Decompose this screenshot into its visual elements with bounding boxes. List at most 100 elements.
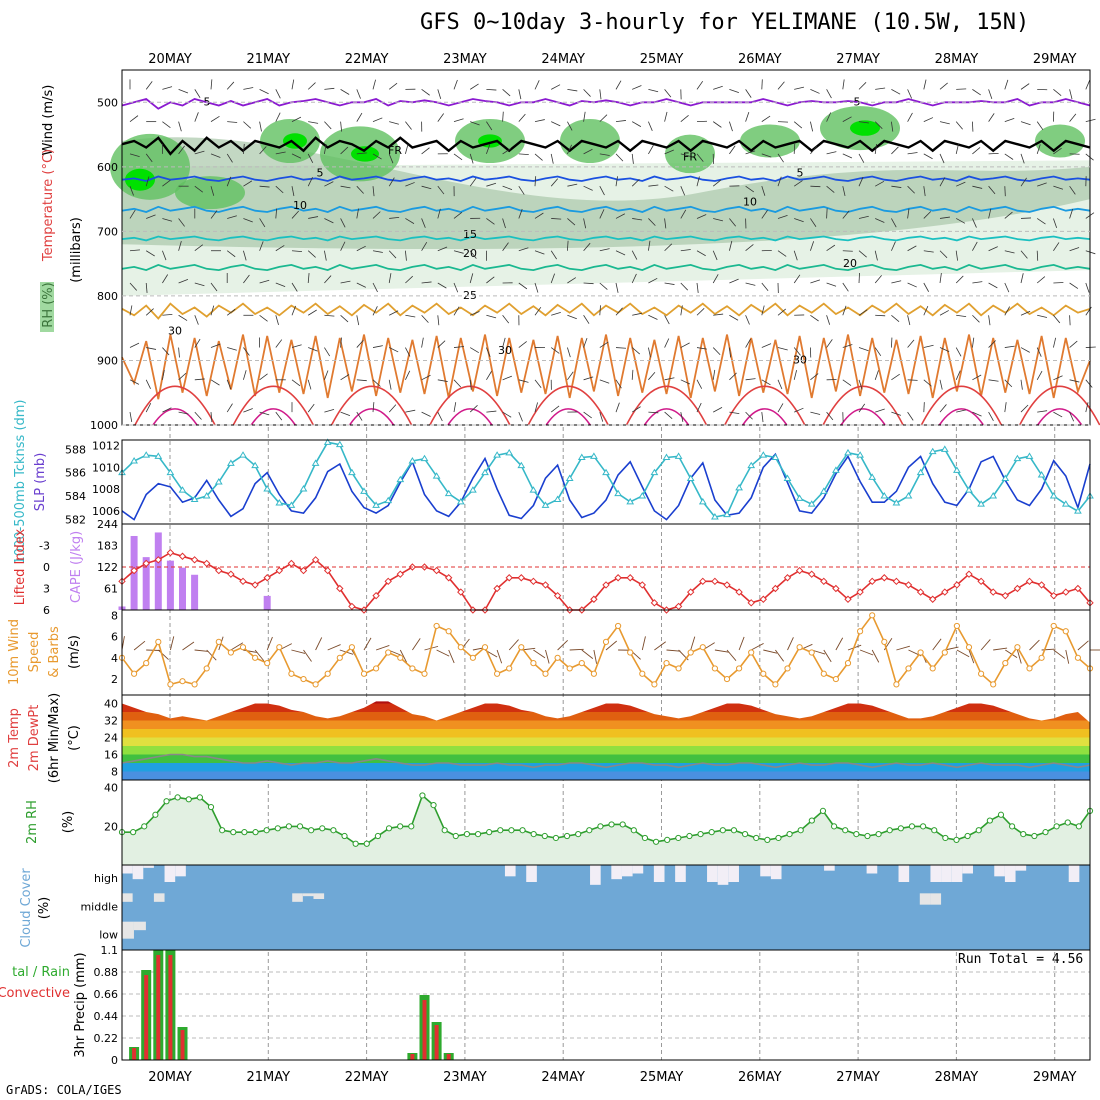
wind10m-line-marker [784, 665, 791, 672]
wind-barb [324, 181, 334, 187]
isotherm-arc-40 [742, 408, 788, 426]
wind-barb [210, 305, 215, 316]
wind-barb [502, 242, 509, 251]
wind-barb [470, 121, 480, 126]
rh2m-line-marker [274, 825, 281, 832]
wind10m-line-marker [518, 644, 525, 651]
lifted-index-line-marker [832, 584, 840, 593]
wind-barb [534, 212, 544, 219]
slp-tick: 1012 [92, 439, 120, 452]
wind-barb [583, 89, 591, 97]
wind-barb [696, 214, 707, 219]
isotherm-arc-35 [920, 385, 1003, 426]
rh2m-line-marker [830, 823, 838, 830]
wind-barb [324, 408, 335, 413]
wind-barb [1085, 379, 1093, 388]
precip-frame [121, 949, 1091, 1061]
wind10m-barb [448, 649, 455, 664]
thickness-line-marker [529, 486, 538, 493]
wind-barb [972, 218, 977, 228]
temp-axis-label: 2m Temp [7, 708, 22, 768]
wind-barb [745, 89, 752, 98]
wind-barb [988, 379, 999, 382]
wind-barb [858, 347, 869, 352]
thickness-line-marker [130, 457, 138, 464]
wind-barb [226, 308, 236, 316]
wind10m-line-marker [203, 665, 210, 672]
lifted-index-line-marker [856, 588, 864, 596]
wind-barb [421, 374, 431, 381]
rh-shade-bright [283, 133, 307, 149]
wind10m-line-marker [869, 612, 876, 619]
thickness-line-marker [287, 501, 296, 508]
wind-barb [307, 309, 317, 316]
wind10m-line-marker [736, 665, 743, 672]
pressure-tick: 900 [97, 354, 118, 367]
isotherm-label: -5 [200, 96, 211, 109]
rh2m-line-marker [775, 834, 782, 842]
profile-units-label: (millibars) [69, 217, 84, 283]
wind10m-line-marker [312, 681, 319, 688]
rh2m-line-marker [753, 834, 760, 842]
rh2m-line-marker [997, 811, 1005, 818]
thickness-line-marker [602, 468, 610, 476]
wind-barb [648, 347, 651, 358]
precip-tick: 0.66 [94, 988, 119, 1001]
wind-barb [421, 185, 432, 190]
wind-barb [534, 379, 542, 388]
lifted-index-line-marker [916, 588, 925, 596]
thickness-line-marker [577, 453, 586, 460]
wind-barb [388, 82, 398, 90]
thickness-tick: 586 [65, 467, 86, 480]
wind10m-line-marker [808, 649, 815, 656]
rh2m-line-marker [330, 827, 337, 834]
rh2m-line-marker [374, 832, 382, 840]
wind-barb [356, 245, 366, 252]
wind-barb [291, 79, 295, 90]
wind-barb [988, 282, 998, 289]
wind-barb [923, 250, 934, 253]
wind10m-line-marker [990, 681, 997, 688]
wind-barb [469, 379, 472, 390]
thickness-line-marker [844, 448, 852, 456]
date-label-bottom: 22MAY [345, 1070, 389, 1085]
cloud-gap-high [930, 865, 942, 882]
wind10m-line-marker [578, 660, 585, 667]
wind-barb [259, 121, 262, 132]
wind-barb [550, 405, 560, 413]
wind10m-line-marker [748, 649, 755, 656]
wind-barb [243, 370, 247, 380]
slp-line [121, 452, 1091, 521]
wind-barb [583, 282, 594, 285]
cloud-gap-middle [919, 893, 931, 905]
wind-barb [324, 347, 331, 357]
cloud-row-label: high [94, 872, 118, 885]
wind-barb [712, 121, 722, 128]
wind-barb [777, 81, 785, 90]
wind-barb [680, 342, 690, 348]
date-label-top: 25MAY [640, 52, 684, 67]
thickness-line-marker [372, 501, 380, 508]
wind-barb [955, 370, 961, 380]
wind-barb [129, 153, 140, 158]
temp-band [122, 771, 1090, 780]
wind-barb [340, 241, 346, 251]
rh2m-line-marker [319, 825, 326, 832]
temp-band [122, 701, 1090, 704]
wind-barb [745, 244, 754, 252]
wind-barb [1069, 411, 1075, 422]
wind-barb [875, 314, 886, 317]
wind-barb [437, 315, 440, 326]
lifted-index-line-marker [529, 577, 538, 586]
wind10m-barb [254, 649, 265, 662]
wind10m-barb [763, 649, 778, 654]
wind-barb [1020, 379, 1023, 390]
thickness-line-marker [590, 452, 598, 459]
precip-convective-bar [434, 1025, 439, 1060]
wind10m-line-marker [409, 665, 416, 672]
wind-barb [939, 177, 946, 187]
isotherm-label: 30 [498, 344, 512, 357]
wind-barb [956, 181, 966, 187]
wind-barb [340, 337, 342, 348]
wind-barb [372, 402, 375, 413]
